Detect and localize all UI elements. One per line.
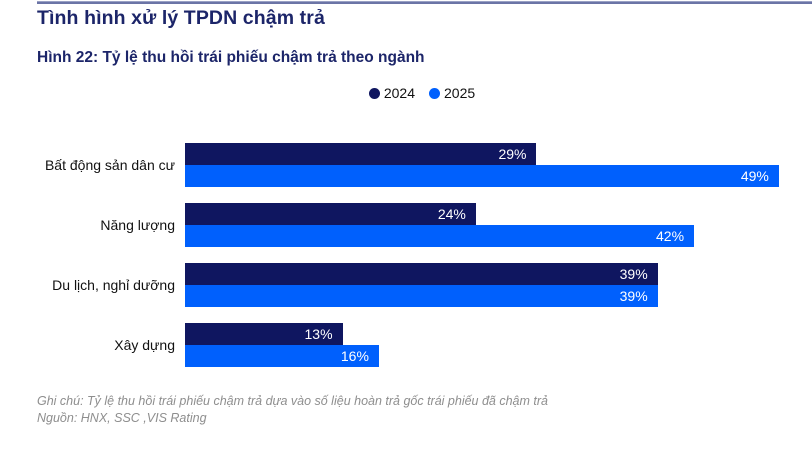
chart-row: Du lịch, nghỉ dưỡng 39% 39% — [0, 263, 812, 307]
bar-value-label: 49% — [740, 168, 769, 184]
category-label: Du lịch, nghỉ dưỡng — [52, 276, 175, 293]
top-divider — [37, 1, 812, 4]
bar-value-label: 42% — [656, 228, 685, 244]
category-label: Xây dựng — [114, 336, 175, 353]
bar-value-label: 29% — [498, 146, 527, 162]
legend-label-2025: 2025 — [444, 85, 476, 101]
bar-2024: 39% — [185, 263, 658, 285]
legend-dot-2025-icon — [429, 87, 440, 99]
bar-2025: 39% — [185, 285, 658, 307]
bar-value-label: 39% — [619, 266, 648, 282]
page-title: Tình hình xử lý TPDN chậm trả — [37, 7, 325, 29]
bar-group: 13% 16% — [185, 323, 812, 367]
bar-value-label: 24% — [437, 206, 466, 222]
bar-group: 29% 49% — [185, 143, 812, 187]
bar-value-label: 16% — [340, 348, 369, 364]
bar-2024: 24% — [185, 203, 476, 225]
bar-2024: 29% — [185, 143, 537, 165]
source-line: Nguồn: HNX, SSC ,VIS Rating — [37, 411, 207, 425]
category-label: Năng lượng — [100, 216, 175, 233]
legend-dot-2024-icon — [368, 87, 380, 99]
legend-item-2025: 2025 — [429, 85, 475, 101]
bar-value-label: 13% — [304, 326, 333, 342]
chart-row: Năng lượng 24% 42% — [0, 203, 812, 247]
legend-item-2024: 2024 — [368, 85, 415, 101]
chart-legend: 2024 2025 — [0, 85, 812, 101]
chart-row: Bất động sản dân cư 29% 49% — [0, 143, 812, 187]
chart-row: Xây dựng 13% 16% — [0, 323, 812, 367]
footnote: Ghi chú: Tỷ lệ thu hồi trái phiếu chậm t… — [37, 394, 548, 408]
bar-chart: Bất động sản dân cư 29% 49% Năng lượng 24% 42… — [0, 143, 812, 383]
figure-title: Hình 22: Tỷ lệ thu hồi trái phiếu chậm t… — [37, 49, 425, 66]
bar-value-label: 39% — [619, 288, 648, 304]
chart-footer: Ghi chú: Tỷ lệ thu hồi trái phiếu chậm t… — [37, 393, 548, 427]
bar-2025: 49% — [185, 165, 779, 187]
bar-2024: 13% — [185, 323, 343, 345]
bar-group: 39% 39% — [185, 263, 812, 307]
bar-group: 24% 42% — [185, 203, 812, 247]
category-label: Bất động sản dân cư — [44, 156, 175, 173]
bar-2025: 42% — [185, 225, 695, 247]
legend-label-2024: 2024 — [383, 85, 415, 101]
bar-2025: 16% — [185, 345, 379, 367]
